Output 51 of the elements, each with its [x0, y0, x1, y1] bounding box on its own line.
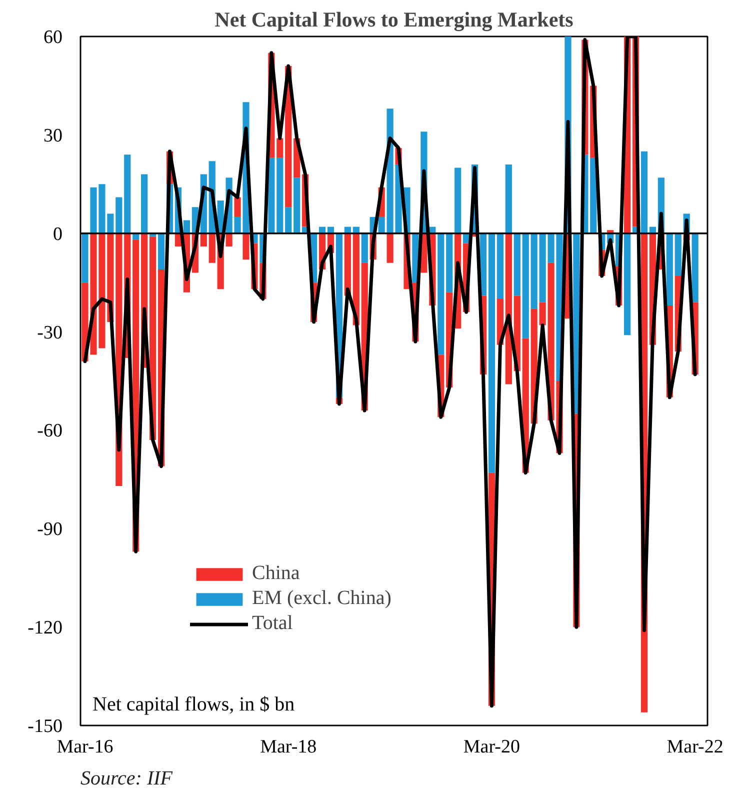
bar [505, 164, 512, 234]
bar [200, 233, 207, 246]
bar [226, 233, 232, 246]
y-tick-label: 30 [44, 125, 62, 146]
bar [276, 158, 284, 234]
legend-label: Total [252, 612, 293, 635]
x-tick-label: Mar-16 [56, 736, 114, 758]
bar [530, 233, 538, 309]
bar [496, 233, 504, 299]
y-tick-label: -60 [37, 420, 62, 442]
annotation: Net capital flows, in $ bn [92, 694, 295, 716]
bar [285, 207, 292, 234]
bar [454, 168, 462, 234]
bar [624, 233, 631, 336]
y-tick-label: -120 [28, 618, 62, 639]
bar [438, 233, 444, 355]
bar [446, 233, 453, 292]
bar [141, 174, 148, 234]
source-note: Source: IIF [80, 768, 174, 790]
bar [268, 158, 275, 234]
y-tick-label: -30 [37, 322, 62, 344]
x-tick-label: Mar-22 [666, 736, 724, 758]
y-tick-label: -90 [37, 519, 62, 540]
x-tick-label: Mar-20 [463, 736, 520, 758]
bar [276, 138, 284, 158]
bar [590, 158, 597, 234]
bar [640, 151, 648, 234]
legend-label: EM (excl. China) [252, 587, 392, 610]
bar [666, 233, 673, 306]
bar [361, 233, 368, 263]
legend-label: China [252, 562, 300, 585]
bar [386, 233, 394, 263]
x-tick-label: Mar-18 [260, 736, 317, 758]
bar [488, 233, 496, 473]
bar [674, 233, 682, 276]
bar [158, 233, 165, 270]
bar [522, 233, 529, 338]
bar [116, 197, 122, 234]
bar [124, 154, 131, 234]
y-tick-label: 0 [53, 224, 62, 245]
chart-title: Net Capital Flows to Emerging Markets [214, 8, 574, 32]
y-tick-label: -150 [28, 716, 62, 737]
bar [294, 178, 300, 234]
bar [692, 233, 698, 302]
bar [183, 220, 190, 234]
bar [208, 233, 216, 263]
bar [514, 233, 520, 296]
bar [82, 233, 88, 283]
bar [242, 233, 250, 260]
y-tick-label: 60 [44, 27, 62, 48]
bar [234, 197, 241, 217]
